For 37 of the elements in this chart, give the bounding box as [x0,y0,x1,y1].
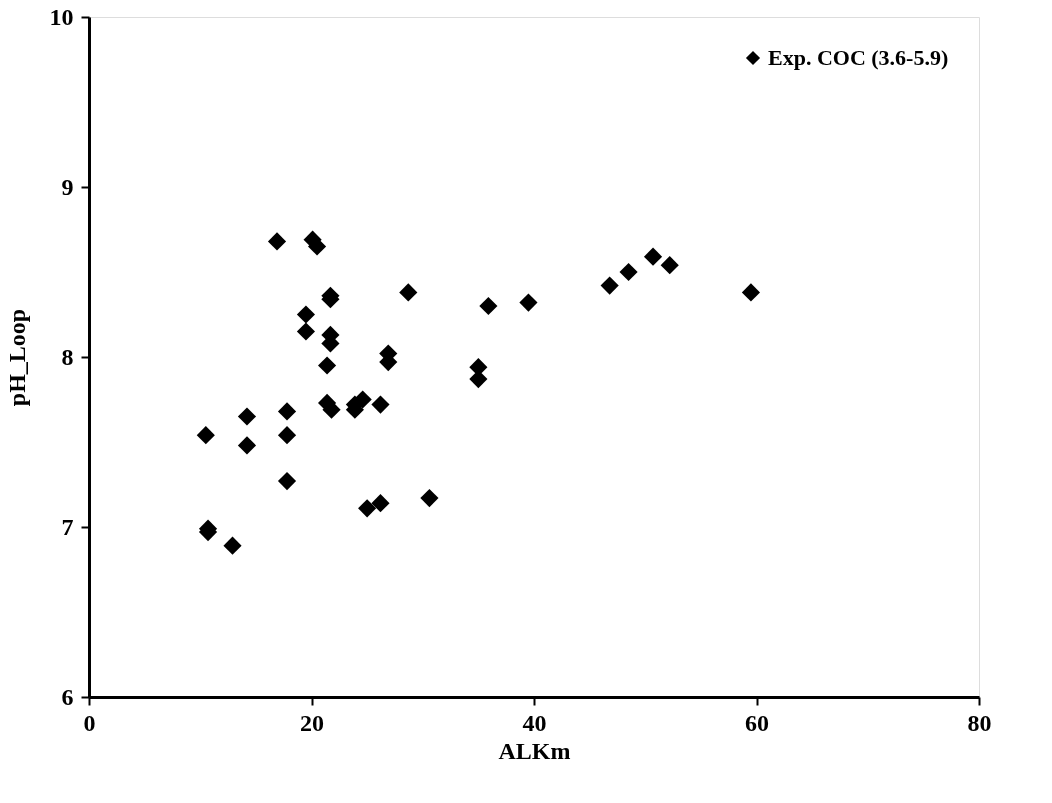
point [643,247,663,266]
point [479,296,498,316]
point [296,305,316,324]
y-tick-label: 8 [61,343,74,370]
point [296,322,316,341]
y-tick-label: 9 [61,173,74,200]
point [399,283,418,302]
x-tick-label: 40 [522,709,547,736]
point [196,426,215,445]
y-tick-label: 6 [61,683,74,710]
point [237,407,257,426]
point [519,293,538,312]
point [660,256,679,275]
point [741,283,761,302]
point [317,356,337,375]
point [277,426,297,445]
y-axis-title: pH_Loop [3,308,30,407]
x-tick-label: 20 [300,709,324,736]
point [307,237,327,256]
point [267,232,287,251]
point [237,436,257,455]
y-tick-label: 7 [61,513,74,540]
legend-label: Exp. COC (3.6-5.9) [768,45,949,70]
point [371,395,390,414]
point [277,472,297,491]
x-tick-label: 80 [967,709,992,736]
point [277,402,297,421]
point [223,536,242,555]
x-tick-label: 60 [745,709,769,736]
point [358,499,377,518]
x-tick-label: 0 [83,709,96,736]
point [420,489,439,508]
x-axis-title: ALKm [498,737,571,764]
point [600,276,619,295]
point [371,494,390,513]
y-tick-label: 10 [49,3,74,30]
point [619,262,638,282]
